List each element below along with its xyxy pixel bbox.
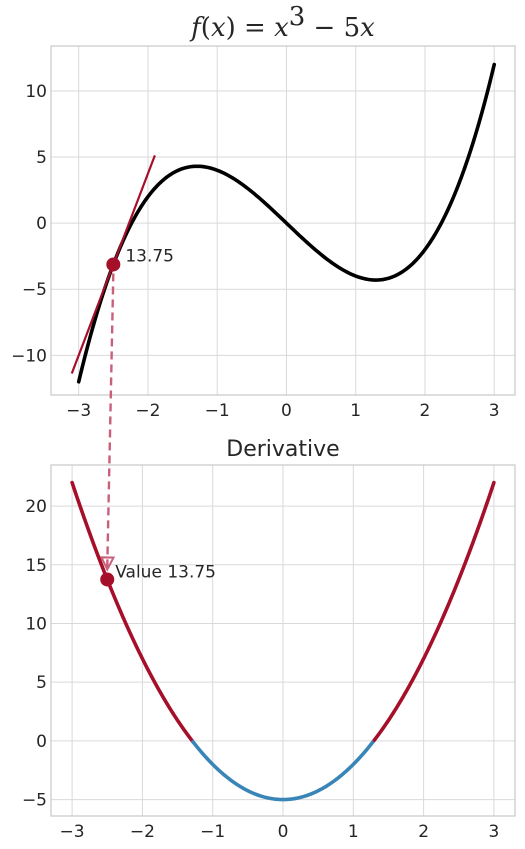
function-chart-grid xyxy=(51,46,515,395)
connector-arrow xyxy=(106,273,115,568)
derivative-positive-segment xyxy=(70,480,195,744)
derivative-x-tick-label: 2 xyxy=(418,822,429,842)
derivative-chart: Value 13.75 −3 −2 −1 0 1 2 3 −5 0 5 10 15 20 Deriva… xyxy=(22,437,516,842)
function-x-tick-label: 1 xyxy=(350,401,361,421)
derivative-x-tick-label: −3 xyxy=(60,822,85,842)
derivative-x-tick-label: −1 xyxy=(200,822,225,842)
function-x-tick-label: 2 xyxy=(420,401,431,421)
derivative-y-tick-labels: −5 0 5 10 15 20 xyxy=(22,497,47,810)
derivative-negative-segment xyxy=(191,738,377,802)
function-chart-frame xyxy=(50,45,516,396)
function-y-tick-label: −5 xyxy=(22,280,47,300)
function-x-tick-labels: −3 −2 −1 0 1 2 3 xyxy=(66,401,499,421)
function-x-tick-label: 0 xyxy=(281,401,292,421)
derivative-value-label: Value 13.75 xyxy=(115,562,216,582)
derivative-chart-frame xyxy=(50,464,516,817)
function-x-tick-label: 3 xyxy=(489,401,500,421)
derivative-y-tick-label: 20 xyxy=(25,497,47,517)
derivative-y-tick-label: 0 xyxy=(36,732,47,752)
derivative-x-tick-label: −2 xyxy=(130,822,155,842)
derivative-y-tick-label: −5 xyxy=(22,791,47,811)
derivative-y-tick-label: 10 xyxy=(25,614,47,634)
function-curve xyxy=(76,62,497,384)
function-y-tick-label: 10 xyxy=(25,82,47,102)
function-y-tick-label: −10 xyxy=(11,346,47,366)
function-x-tick-label: −3 xyxy=(66,401,91,421)
derivative-x-tick-label: 3 xyxy=(488,822,499,842)
function-y-tick-labels: −10 −5 0 5 10 xyxy=(11,82,47,366)
function-x-tick-label: −1 xyxy=(205,401,230,421)
tangent-slope-label: 13.75 xyxy=(125,246,174,266)
derivative-positive-segment xyxy=(372,480,496,742)
function-x-tick-label: −2 xyxy=(135,401,160,421)
function-y-tick-label: 0 xyxy=(36,214,47,234)
derivative-chart-title: Derivative xyxy=(226,437,339,462)
derivative-highlight-point xyxy=(100,572,115,587)
function-highlight-point xyxy=(106,257,121,272)
derivative-curve xyxy=(70,480,496,802)
derivative-x-tick-labels: −3 −2 −1 0 1 2 3 xyxy=(60,822,500,842)
function-chart-title: f(x) = x3 − 5x xyxy=(189,2,375,43)
derivative-y-tick-label: 5 xyxy=(36,673,47,693)
derivative-x-tick-label: 0 xyxy=(278,822,289,842)
derivative-chart-grid xyxy=(51,465,515,816)
function-y-tick-label: 5 xyxy=(36,148,47,168)
derivative-y-tick-label: 15 xyxy=(25,556,47,576)
derivative-x-tick-label: 1 xyxy=(348,822,359,842)
connector-arrowhead xyxy=(99,556,116,572)
